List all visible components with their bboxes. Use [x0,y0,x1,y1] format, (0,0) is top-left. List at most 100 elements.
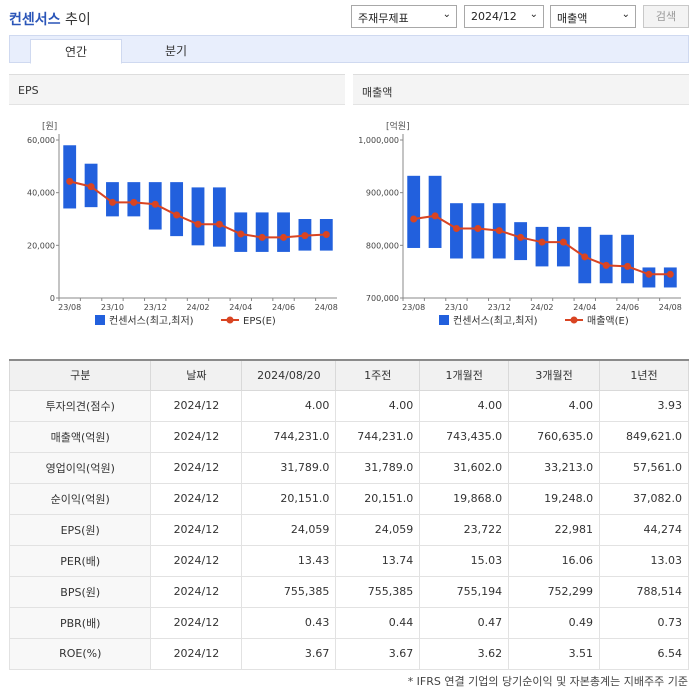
legend-range-swatch [95,315,105,325]
table-cell: 755,385 [241,575,337,608]
row-label: PER(배) [8,544,152,577]
y-tick-label: 0 [50,294,55,303]
x-tick-label: 24/04 [573,303,596,312]
table-cell: 57,561.0 [599,451,689,484]
table-cell: 13.03 [599,544,689,577]
tab-annual[interactable]: 연간 [30,39,122,64]
estimate-point [173,211,181,219]
legend-line-label: 매출액(E) [587,315,629,327]
y-tick-label: 800,000 [366,241,399,250]
legend-range-label: 컨센서스(최고,최저) [109,315,194,327]
table-cell: 19,868.0 [419,482,510,515]
table-cell: 4.00 [241,389,337,422]
legend-line-marker [226,316,234,324]
column-header: 1주전 [335,359,421,391]
x-tick-label: 23/08 [58,303,81,312]
column-header: 1년전 [599,359,689,391]
table-cell: 23,722 [419,513,510,546]
estimate-point [538,238,546,246]
page-title-suffix: 추이 [60,12,91,28]
chevron-down-icon: ⌄ [529,9,538,20]
table-cell: 3.67 [335,637,421,670]
range-bar [621,234,634,284]
page-title-brand: 컨센서스 [9,12,61,28]
estimate-point [237,230,245,238]
table-cell: 13.43 [241,544,337,577]
table-cell: 788,514 [599,575,689,608]
x-tick-label: 24/08 [659,303,682,312]
eps-chart-panel: EPS [원] 0 20,000 40,000 60,000 23/08 23/10 23/1… [9,74,345,334]
table-cell: 2024/12 [150,420,243,453]
x-tick-label: 24/02 [186,303,209,312]
table-cell: 20,151.0 [241,482,337,515]
revenue-chart: [억원] 700,000 800,000 900,000 1,000,000 23/08 2… [358,120,682,327]
estimate-point [108,198,116,206]
legend-range-label: 컨센서스(최고,최저) [453,315,538,327]
table-cell: 24,059 [335,513,421,546]
table-cell: 744,231.0 [241,420,337,453]
estimate-point [301,232,309,240]
metric-select[interactable]: 매출액 ⌄ [550,5,636,28]
table-cell: 3.67 [241,637,337,670]
table-cell: 31,602.0 [419,451,510,484]
table-cell: 744,231.0 [335,420,421,453]
estimate-point [130,198,138,206]
period-tabs: 연간 분기 [9,35,689,64]
x-tick-label: 24/06 [272,303,295,312]
x-tick-label: 24/08 [315,303,338,312]
table-cell: 755,194 [419,575,510,608]
table-cell: 760,635.0 [508,420,601,453]
table-row: EPS(원) 2024/12 24,059 24,059 23,722 22,981 44,… [8,513,689,546]
x-tick-label: 23/12 [488,303,511,312]
estimate-point [215,220,223,228]
x-tick-label: 23/12 [144,303,167,312]
table-cell: 15.03 [419,544,510,577]
estimate-point [431,212,439,220]
search-button[interactable]: 검색 [643,5,689,28]
row-label: 투자의견(점수) [8,389,152,422]
table-cell: 6.54 [599,637,689,670]
legend-line-marker [570,316,578,324]
estimate-point [624,262,632,270]
estimate-point [322,231,330,239]
table-cell: 2024/12 [150,544,243,577]
table-cell: 44,274 [599,513,689,546]
statement-type-select[interactable]: 주재무제표 ⌄ [351,5,457,28]
revenue-chart-panel: 매출액 [억원] 700,000 800,000 900,000 1,000,000 23… [353,74,689,334]
table-row: BPS(원) 2024/12 755,385 755,385 755,194 752,29… [8,575,689,608]
y-unit-label: [원] [42,121,57,132]
metric-value: 매출액 [557,12,588,25]
row-label: 순이익(억원) [8,482,152,515]
table-cell: 743,435.0 [419,420,510,453]
table-cell: 31,789.0 [241,451,337,484]
table-cell: 2024/12 [150,482,243,515]
legend-range-swatch [439,315,449,325]
table-cell: 3.62 [419,637,510,670]
y-tick-label: 1,000,000 [358,136,399,145]
table-row: 영업이익(억원) 2024/12 31,789.0 31,789.0 31,602.0 3… [8,451,689,484]
eps-chart: [원] 0 20,000 40,000 60,000 23/08 23/10 23/12 24/… [27,121,338,327]
estimate-point [517,233,525,241]
table-cell: 4.00 [335,389,421,422]
table-cell: 0.73 [599,606,689,639]
period-select[interactable]: 2024/12 ⌄ [464,5,544,28]
table-cell: 22,981 [508,513,601,546]
table-cell: 19,248.0 [508,482,601,515]
estimate-point [559,238,567,246]
estimate-point [474,224,482,232]
table-cell: 4.00 [419,389,510,422]
table-cell: 16.06 [508,544,601,577]
x-tick-label: 24/02 [530,303,553,312]
tab-quarterly[interactable]: 분기 [164,44,188,58]
table-cell: 2024/12 [150,513,243,546]
row-label: ROE(%) [8,637,152,670]
estimate-point [666,270,674,278]
table-row: PBR(배) 2024/12 0.43 0.44 0.47 0.49 0.73 [8,606,689,639]
y-tick-label: 700,000 [366,294,399,303]
table-body: 투자의견(점수) 2024/12 4.00 4.00 4.00 4.00 3.93 매출액(억… [8,389,689,670]
estimate-point [151,200,159,208]
table-row: 순이익(억원) 2024/12 20,151.0 20,151.0 19,868.0 19… [8,482,689,515]
column-header: 3개월전 [508,359,601,391]
eps-panel-title: EPS [9,75,345,105]
y-tick-label: 900,000 [366,189,399,198]
